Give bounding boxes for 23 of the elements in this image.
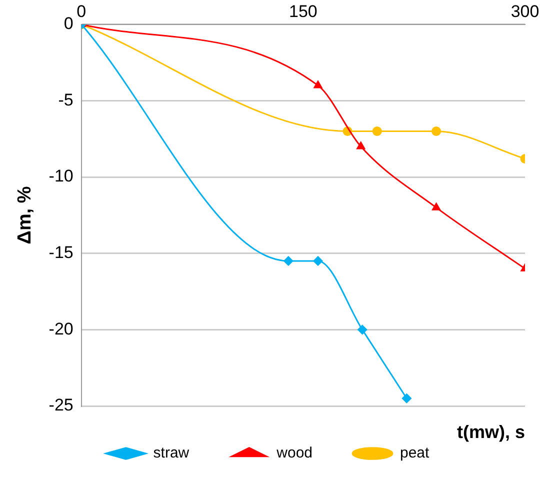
x-tick-label: 300 [510, 2, 540, 21]
point [372, 126, 382, 136]
y-tick-label: -20 [48, 319, 74, 338]
point [313, 256, 323, 266]
legend-label: wood [276, 444, 312, 462]
point [402, 394, 412, 404]
x-tick-label: 0 [76, 2, 86, 21]
x-axis-title: t(mw), s [456, 422, 525, 442]
point [356, 142, 366, 150]
x-tick-label: 150 [289, 2, 318, 21]
y-tick-label: -15 [48, 243, 74, 262]
y-tick-label: -10 [48, 166, 74, 186]
point [432, 202, 440, 210]
legend-label: peat [400, 444, 430, 462]
point [314, 80, 322, 88]
point [284, 256, 294, 266]
y-tick-label: 0 [64, 14, 74, 34]
point [358, 324, 368, 334]
y-axis-title: Δm, % [14, 186, 36, 244]
point [432, 126, 442, 136]
y-tick-label: -5 [58, 90, 74, 110]
legend-label: straw [153, 444, 190, 462]
y-tick-label: -25 [48, 396, 74, 415]
